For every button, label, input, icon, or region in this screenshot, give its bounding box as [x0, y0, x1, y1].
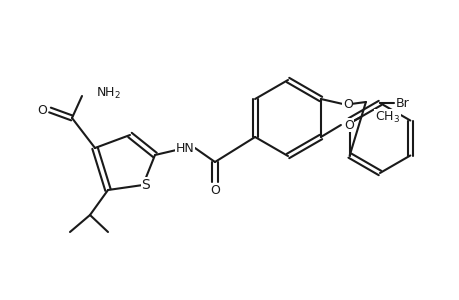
Text: O: O — [343, 118, 353, 131]
Text: S: S — [141, 178, 150, 192]
Text: NH$_2$: NH$_2$ — [96, 85, 121, 100]
Text: CH$_3$: CH$_3$ — [374, 110, 399, 124]
Text: Br: Br — [395, 97, 409, 110]
Text: HN: HN — [175, 142, 194, 154]
Text: O: O — [37, 103, 47, 116]
Text: O: O — [342, 98, 352, 110]
Text: O: O — [210, 184, 219, 196]
